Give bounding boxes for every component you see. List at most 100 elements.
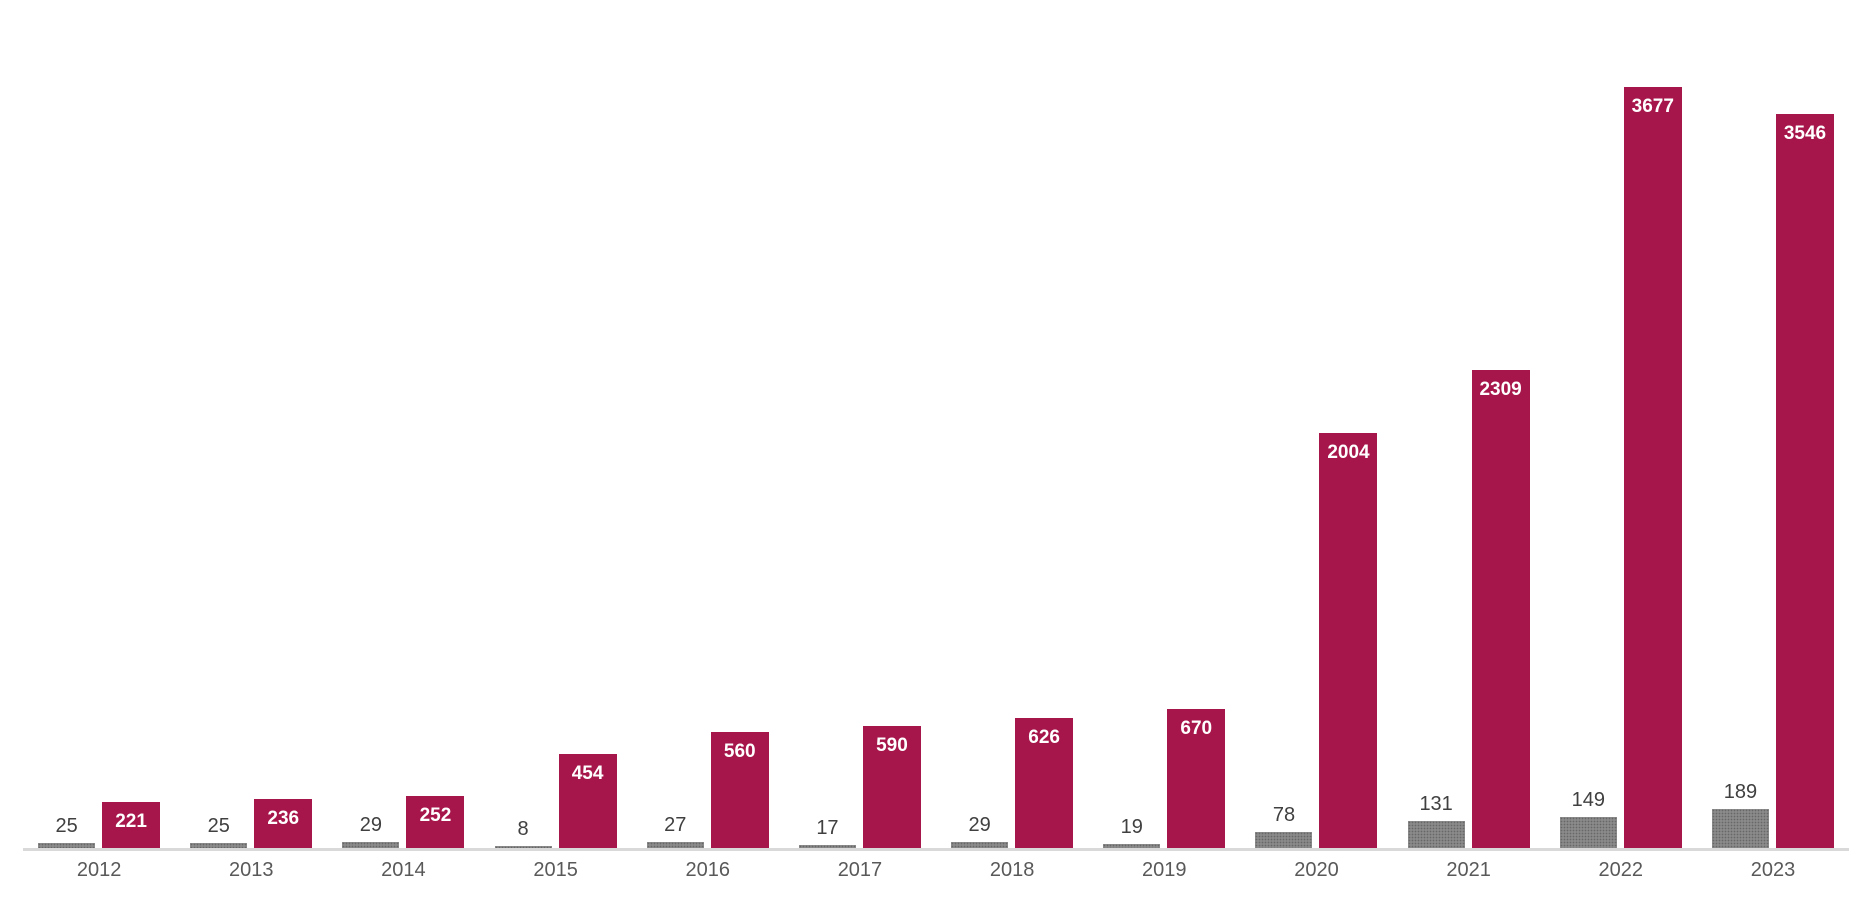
crimson-value-label: 560	[723, 741, 756, 763]
gray-bar	[1407, 820, 1465, 848]
crimson-bar: 2004	[1319, 433, 1378, 848]
bar-pair: 8 454	[480, 0, 632, 848]
gray-bar	[1255, 831, 1313, 848]
bar-groups-container: 25 221 2012 25 236 2013	[23, 0, 1849, 898]
year-label: 2016	[685, 859, 731, 881]
gray-bar	[38, 842, 96, 848]
gray-value-label: 27	[664, 814, 687, 837]
crimson-value-label: 590	[876, 734, 908, 756]
crimson-value-label: 221	[115, 811, 147, 833]
bar-group: 25 221 2012	[23, 0, 175, 898]
gray-column: 25	[38, 814, 96, 848]
crimson-column: 221	[102, 802, 161, 848]
gray-value-label: 29	[968, 814, 991, 836]
bar-pair: 78 2004	[1240, 0, 1392, 848]
crimson-bar: 626	[1015, 718, 1074, 848]
year-label: 2021	[1446, 859, 1491, 881]
gray-column: 25	[190, 814, 248, 848]
gray-column: 17	[798, 816, 856, 848]
gray-bar	[1711, 808, 1769, 848]
crimson-bar: 590	[862, 725, 921, 848]
gray-value-label: 131	[1419, 792, 1453, 815]
bar-pair: 17 590	[784, 0, 936, 848]
gray-value-label: 19	[1120, 816, 1143, 839]
gray-column: 78	[1255, 803, 1313, 848]
crimson-column: 236	[254, 799, 313, 848]
bar-pair: 149 3677	[1545, 0, 1697, 848]
crimson-column: 560	[710, 732, 769, 848]
plot-area: 25 221 2012 25 236 2013	[23, 0, 1849, 898]
crimson-bar: 3546	[1775, 114, 1834, 848]
crimson-bar: 454	[558, 754, 617, 848]
gray-value-label: 25	[207, 814, 230, 837]
gray-value-label: 17	[816, 816, 839, 839]
crimson-value-label: 2309	[1479, 379, 1522, 401]
bar-group: 17 590 2017	[784, 0, 936, 898]
gray-column: 27	[646, 814, 704, 848]
bar-group: 19 670 2019	[1088, 0, 1240, 898]
year-label: 2020	[1294, 859, 1339, 881]
gray-bar	[1103, 844, 1161, 848]
bar-pair: 25 221	[23, 0, 175, 848]
bar-pair: 29 626	[936, 0, 1088, 848]
crimson-column: 590	[862, 725, 921, 848]
year-label: 2022	[1598, 859, 1644, 881]
gray-bar	[951, 842, 1009, 848]
crimson-bar: 221	[102, 802, 161, 848]
gray-column: 29	[342, 814, 400, 848]
gray-bar	[798, 844, 856, 848]
crimson-value-label: 3546	[1783, 123, 1827, 145]
year-label: 2017	[837, 859, 883, 881]
x-axis-line	[23, 848, 1849, 851]
gray-bar	[494, 846, 552, 848]
crimson-bar: 236	[254, 799, 313, 848]
bar-pair: 25 236	[175, 0, 327, 848]
gray-column: 131	[1407, 792, 1465, 848]
crimson-bar: 670	[1167, 709, 1226, 848]
crimson-column: 670	[1167, 709, 1226, 848]
gray-value-label: 189	[1723, 780, 1758, 803]
gray-value-label: 78	[1272, 803, 1296, 826]
crimson-value-label: 3677	[1631, 96, 1674, 117]
bar-group: 29 626 2018	[936, 0, 1088, 898]
crimson-column: 454	[558, 754, 617, 848]
bar-group: 189 3546 2023	[1697, 0, 1849, 898]
crimson-value-label: 2004	[1327, 442, 1370, 464]
gray-value-label: 8	[517, 818, 529, 841]
gray-bar	[342, 842, 400, 848]
bar-group: 25 236 2013	[175, 0, 327, 898]
bar-group: 78 2004 2020	[1240, 0, 1392, 898]
gray-bar	[646, 842, 704, 848]
gray-value-label: 29	[359, 814, 383, 836]
bar-pair: 27 560	[632, 0, 784, 848]
year-label: 2013	[229, 859, 274, 881]
gray-column: 8	[494, 818, 552, 848]
crimson-value-label: 252	[419, 804, 452, 826]
crimson-column: 252	[406, 795, 465, 848]
bar-pair: 19 670	[1088, 0, 1240, 848]
crimson-value-label: 626	[1028, 727, 1060, 749]
crimson-column: 2004	[1319, 433, 1378, 848]
gray-value-label: 149	[1571, 789, 1605, 812]
crimson-column: 626	[1015, 718, 1074, 848]
gray-bar	[1559, 817, 1617, 848]
bar-group: 8 454 2015	[480, 0, 632, 898]
crimson-bar: 560	[710, 732, 769, 848]
crimson-column: 3546	[1775, 114, 1834, 848]
crimson-column: 3677	[1623, 87, 1682, 848]
year-label: 2012	[76, 859, 122, 881]
gray-column: 29	[951, 814, 1009, 848]
bar-group: 27 560 2016	[632, 0, 784, 898]
bar-group: 131 2309 2021	[1393, 0, 1545, 898]
gray-column: 149	[1559, 789, 1617, 848]
year-label: 2019	[1142, 859, 1187, 881]
crimson-column: 2309	[1471, 370, 1530, 848]
year-label: 2014	[381, 859, 426, 881]
gray-column: 189	[1711, 780, 1769, 848]
gray-value-label: 25	[55, 814, 78, 837]
crimson-bar: 2309	[1471, 370, 1530, 848]
crimson-value-label: 670	[1180, 718, 1213, 740]
bar-pair: 189 3546	[1697, 0, 1849, 848]
crimson-bar: 252	[406, 795, 465, 848]
